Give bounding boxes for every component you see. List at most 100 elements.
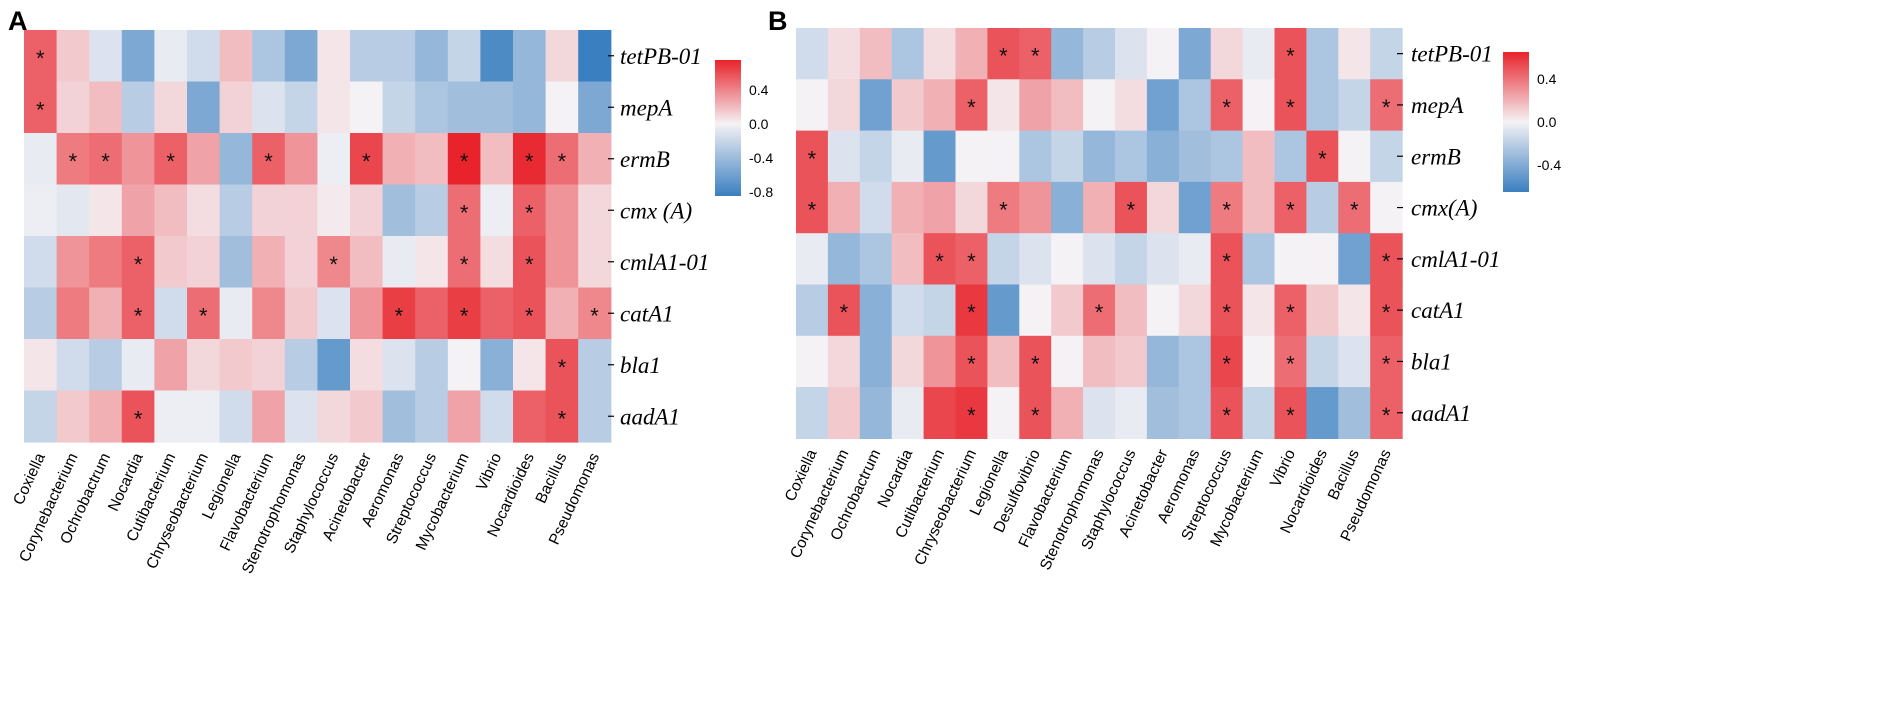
heatmap-cell xyxy=(891,79,925,132)
heatmap-cell xyxy=(1242,79,1276,132)
heatmap-cell xyxy=(1146,130,1180,183)
heatmap-cell xyxy=(578,133,612,186)
significance-star: * xyxy=(558,355,567,380)
heatmap-cell xyxy=(350,133,384,186)
heatmap-cell xyxy=(827,284,861,337)
significance-star: * xyxy=(101,149,110,174)
heatmap-cell xyxy=(382,133,416,186)
heatmap-cell xyxy=(1051,28,1084,80)
heatmap-cell xyxy=(317,184,351,237)
heatmap-cell xyxy=(154,390,188,443)
significance-star: * xyxy=(967,300,976,325)
heatmap-cell xyxy=(859,387,893,439)
heatmap-cell xyxy=(317,287,351,340)
heatmap-cell xyxy=(796,335,829,388)
heatmap-cell xyxy=(89,133,123,186)
heatmap-cell xyxy=(1306,79,1339,132)
heatmap-cell xyxy=(56,390,90,443)
row-label-gene: bla1 xyxy=(1411,349,1452,374)
heatmap-cell xyxy=(1019,335,1052,388)
heatmap-cell xyxy=(1019,181,1052,234)
significance-star: * xyxy=(362,149,371,174)
heatmap-cell xyxy=(1274,335,1307,388)
heatmap-cell xyxy=(987,233,1020,286)
colorbar xyxy=(1503,52,1529,192)
heatmap-cell xyxy=(859,335,893,388)
heatmap-cell xyxy=(1115,284,1148,337)
heatmap-cell xyxy=(1338,79,1371,132)
heatmap-cell xyxy=(859,79,893,132)
significance-star: * xyxy=(1350,198,1359,223)
significance-star: * xyxy=(999,44,1008,69)
significance-star: * xyxy=(1286,351,1295,376)
heatmap-cell xyxy=(382,339,416,392)
heatmap-cell xyxy=(1210,387,1244,439)
heatmap-cell xyxy=(284,390,318,443)
row-label-gene: ermB xyxy=(1411,144,1461,169)
significance-star: * xyxy=(134,406,143,431)
heatmap-cell xyxy=(415,30,449,83)
heatmap-cell xyxy=(1210,284,1244,337)
heatmap-cell xyxy=(796,284,829,337)
heatmap-cell xyxy=(24,236,58,289)
significance-star: * xyxy=(36,46,45,71)
heatmap-cell xyxy=(796,181,829,234)
heatmap-cell xyxy=(987,387,1020,439)
heatmap-cell xyxy=(480,184,514,237)
heatmap-cell xyxy=(1115,28,1148,80)
row-label-gene: aadA1 xyxy=(620,404,680,429)
heatmap-cell xyxy=(350,81,384,134)
panel-letter: A xyxy=(8,6,28,36)
heatmap-cell xyxy=(796,28,829,80)
heatmap-cell xyxy=(56,339,90,392)
heatmap-cell xyxy=(56,236,90,289)
heatmap-cell xyxy=(317,133,351,186)
heatmap-cell xyxy=(891,284,925,337)
significance-star: * xyxy=(1222,300,1231,325)
heatmap-cell xyxy=(480,390,514,443)
heatmap-cell xyxy=(317,236,351,289)
heatmap-cell xyxy=(827,181,861,234)
heatmap-cell xyxy=(1306,181,1339,234)
heatmap-cell xyxy=(1115,387,1148,439)
heatmap-cell xyxy=(219,236,253,289)
heatmap-cell xyxy=(545,339,579,392)
row-label-gene: ermB xyxy=(620,147,670,172)
heatmap-cell xyxy=(859,181,893,234)
colorbar-tick-label: -0.4 xyxy=(749,150,773,166)
significance-star: * xyxy=(1382,403,1391,428)
heatmap-cell xyxy=(1178,181,1212,234)
heatmap-cell xyxy=(317,81,351,134)
column-label-genus: Vibrio xyxy=(1267,447,1299,490)
heatmap-cell xyxy=(923,335,957,388)
heatmap-cell xyxy=(923,284,957,337)
heatmap-cell xyxy=(796,387,829,439)
heatmap-cell xyxy=(1115,335,1148,388)
heatmap-cell xyxy=(513,390,547,443)
heatmap-cell xyxy=(891,130,925,183)
heatmap-cell xyxy=(187,30,221,83)
heatmap-cell xyxy=(1019,28,1052,80)
panel-letter: B xyxy=(768,6,788,36)
heatmap-cell xyxy=(513,236,547,289)
heatmap-cell xyxy=(796,233,829,286)
heatmap-cell xyxy=(578,236,612,289)
heatmap-cell xyxy=(350,236,384,289)
significance-star: * xyxy=(808,198,817,223)
heatmap-cell xyxy=(1051,130,1084,183)
heatmap-cell xyxy=(987,284,1020,337)
heatmap-cell xyxy=(1146,284,1180,337)
heatmap-cell xyxy=(1242,28,1276,80)
colorbar-tick-label: 0.4 xyxy=(749,82,769,98)
heatmap-cell xyxy=(513,339,547,392)
significance-star: * xyxy=(1222,351,1231,376)
heatmap-cell xyxy=(955,79,988,132)
heatmap-cell xyxy=(827,233,861,286)
heatmap-cell xyxy=(513,287,547,340)
heatmap-cell xyxy=(1274,28,1307,80)
heatmap-cell xyxy=(1274,130,1307,183)
heatmap-cell xyxy=(1210,130,1244,183)
heatmap-cell xyxy=(955,387,988,439)
significance-star: * xyxy=(1095,300,1104,325)
